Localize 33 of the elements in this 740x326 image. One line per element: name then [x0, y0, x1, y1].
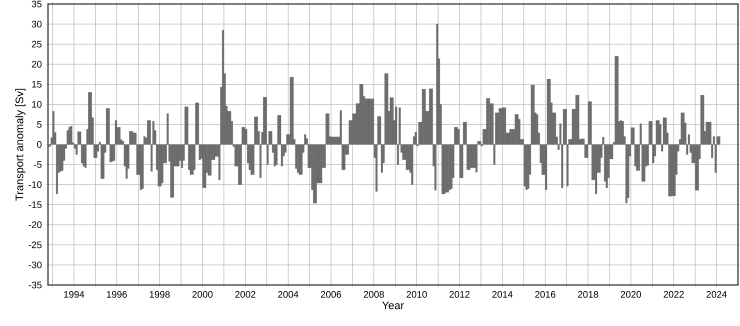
y-tick-label: 35: [32, 0, 42, 8]
y-tick-label: 25: [32, 40, 42, 48]
y-tick-label: 5: [37, 121, 42, 128]
x-tick-label: 1996: [106, 291, 127, 298]
x-tick-label: 2018: [578, 291, 598, 298]
x-tick-label: 2000: [192, 291, 213, 298]
x-tick-label: 2012: [449, 291, 470, 298]
x-tick-label: 1994: [64, 291, 84, 298]
x-tick-label: 2002: [235, 291, 256, 298]
y-tick-label: -20: [28, 221, 42, 228]
x-tick-label: 2010: [406, 291, 427, 298]
y-tick-label: 10: [32, 101, 42, 108]
x-tick-label: 2008: [364, 291, 384, 298]
x-tick-label: 2020: [620, 291, 642, 298]
x-tick-label: 2014: [492, 291, 513, 298]
y-tick-label: -10: [28, 181, 42, 188]
y-axis-title: Transport anomaly [Sv]: [15, 88, 26, 201]
x-tick-label: 1998: [150, 291, 170, 298]
y-tick-label: -35: [28, 282, 42, 288]
y-tick-label: 0: [37, 141, 42, 148]
x-tick-label: 2016: [535, 291, 556, 298]
x-tick-label: 2004: [278, 291, 298, 298]
y-tick-label: -15: [28, 201, 42, 208]
x-axis-title: Year: [382, 302, 404, 310]
y-tick-label: -30: [28, 262, 42, 268]
y-tick-label: 30: [32, 20, 42, 28]
y-tick-label: 20: [32, 60, 42, 68]
y-tick-label: -5: [34, 161, 42, 168]
x-tick-label: 2006: [320, 291, 342, 298]
x-tick-label: 2024: [706, 291, 727, 298]
y-tick-label: 15: [32, 80, 42, 88]
x-tick-label: 2022: [664, 291, 684, 298]
y-tick-label: -25: [28, 242, 42, 248]
